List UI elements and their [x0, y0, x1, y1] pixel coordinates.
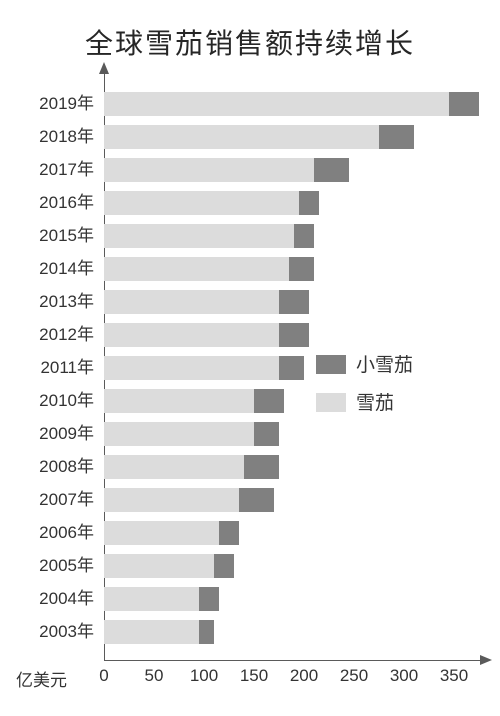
x-axis-ticks: 050100150200250300350	[104, 666, 464, 690]
x-axis-tick-label: 100	[190, 666, 218, 686]
bar-segment-small_cigar	[199, 587, 219, 611]
bar-segment-cigar	[104, 224, 294, 248]
chart-root: 全球雪茄销售额持续增长 2019年 2018年 2017年 2016年 2015年 201…	[0, 0, 500, 716]
bar-segment-cigar	[104, 521, 219, 545]
legend-entry: 雪茄	[316, 388, 394, 415]
y-axis-category-label: 2017年	[14, 158, 94, 182]
bar-segment-cigar	[104, 587, 199, 611]
y-axis-category-label: 2006年	[14, 521, 94, 545]
x-axis-unit-label: 亿美元	[16, 666, 67, 691]
legend-swatch-icon	[316, 393, 346, 412]
bar-segment-cigar	[104, 389, 254, 413]
x-axis-arrow-icon	[480, 655, 492, 665]
bar-segment-cigar	[104, 191, 299, 215]
x-axis-tick-label: 300	[390, 666, 418, 686]
chart-title: 全球雪茄销售额持续增长	[0, 22, 500, 62]
y-axis-category-label: 2016年	[14, 191, 94, 215]
x-axis-tick-label: 250	[340, 666, 368, 686]
y-axis-category-label: 2007年	[14, 488, 94, 512]
bar-segment-small_cigar	[254, 389, 284, 413]
bar-segment-cigar	[104, 257, 289, 281]
bar-segment-cigar	[104, 323, 279, 347]
legend-swatch-icon	[316, 355, 346, 374]
y-axis-category-label: 2008年	[14, 455, 94, 479]
bar-segment-small_cigar	[379, 125, 414, 149]
bar-segment-small_cigar	[279, 323, 309, 347]
y-axis-category-label: 2012年	[14, 323, 94, 347]
y-axis-category-label: 2011年	[14, 356, 94, 380]
bar-segment-small_cigar	[449, 92, 479, 116]
bar-segment-small_cigar	[219, 521, 239, 545]
bar-segment-cigar	[104, 125, 379, 149]
y-axis-category-label: 2009年	[14, 422, 94, 446]
y-axis-category-label: 2010年	[14, 389, 94, 413]
legend-entry: 小雪茄	[316, 350, 413, 377]
bar-segment-small_cigar	[254, 422, 279, 446]
bar-segment-small_cigar	[199, 620, 214, 644]
bar-segment-small_cigar	[244, 455, 279, 479]
y-axis-category-label: 2015年	[14, 224, 94, 248]
x-axis-line	[104, 660, 482, 661]
bar-segment-small_cigar	[239, 488, 274, 512]
bar-segment-cigar	[104, 158, 314, 182]
bar-segment-cigar	[104, 554, 214, 578]
legend-label: 雪茄	[356, 393, 394, 414]
bar-segment-cigar	[104, 488, 239, 512]
y-axis-category-label: 2013年	[14, 290, 94, 314]
y-axis-category-label: 2014年	[14, 257, 94, 281]
bar-segment-small_cigar	[279, 356, 304, 380]
bar-segment-small_cigar	[299, 191, 319, 215]
bar-segment-small_cigar	[314, 158, 349, 182]
x-axis-tick-label: 350	[440, 666, 468, 686]
x-axis-tick-label: 0	[99, 666, 108, 686]
bar-segment-cigar	[104, 422, 254, 446]
bar-segment-small_cigar	[289, 257, 314, 281]
x-axis-tick-label: 200	[290, 666, 318, 686]
legend-label: 小雪茄	[356, 355, 413, 376]
bar-segment-cigar	[104, 455, 244, 479]
bar-segment-cigar	[104, 92, 449, 116]
x-axis-tick-label: 50	[145, 666, 164, 686]
y-axis-category-label: 2018年	[14, 125, 94, 149]
bar-segment-small_cigar	[279, 290, 309, 314]
y-axis-category-label: 2003年	[14, 620, 94, 644]
bar-segment-cigar	[104, 356, 279, 380]
bar-segment-cigar	[104, 290, 279, 314]
y-axis-category-label: 2005年	[14, 554, 94, 578]
bar-segment-small_cigar	[214, 554, 234, 578]
y-axis-category-label: 2004年	[14, 587, 94, 611]
bar-segment-small_cigar	[294, 224, 314, 248]
bar-segment-cigar	[104, 620, 199, 644]
y-axis-category-label: 2019年	[14, 92, 94, 116]
x-axis-tick-label: 150	[240, 666, 268, 686]
